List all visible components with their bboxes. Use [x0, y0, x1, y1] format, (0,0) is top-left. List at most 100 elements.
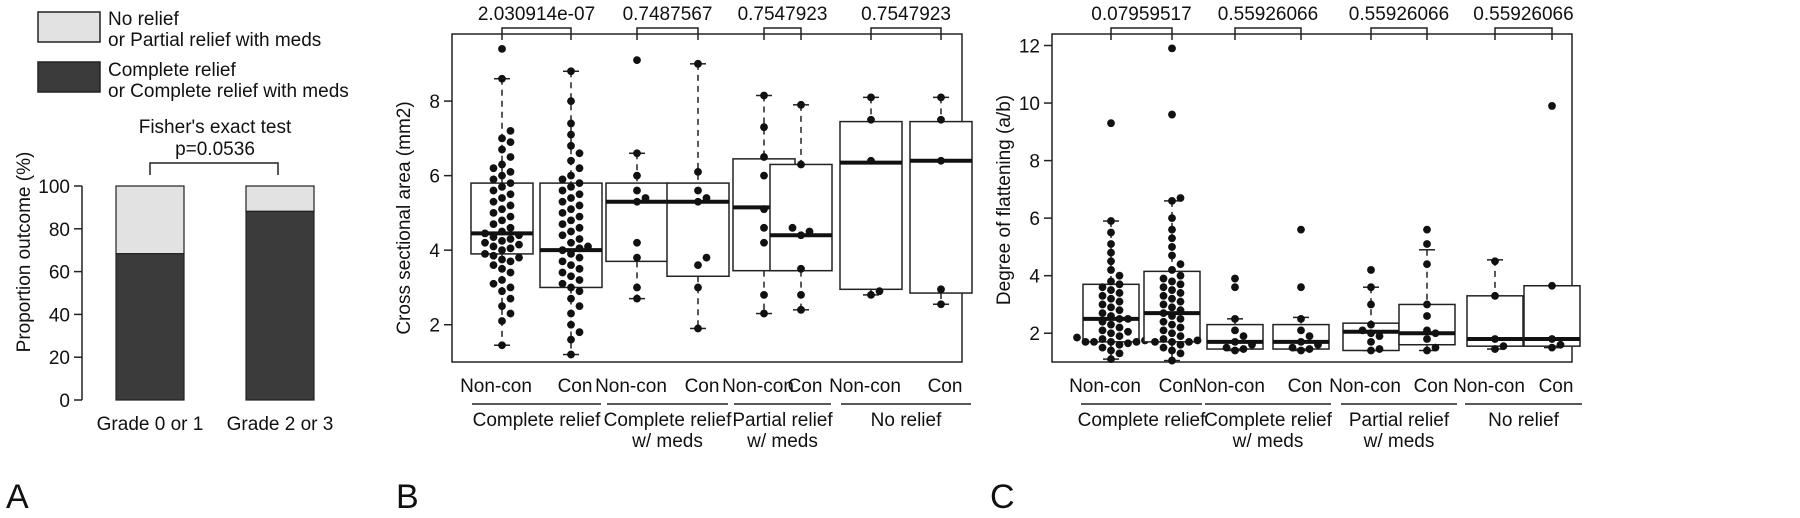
data-point: [760, 153, 768, 161]
data-point: [558, 279, 567, 288]
data-point: [567, 350, 575, 359]
data-point: [489, 164, 498, 173]
legend-swatch-no-relief: [37, 11, 101, 43]
y-tick-label: 12: [1019, 37, 1040, 58]
data-point: [1159, 274, 1168, 283]
data-point: [1367, 283, 1375, 292]
data-point: [1231, 326, 1239, 335]
data-point: [506, 168, 515, 176]
x-sub-label: Non-con: [1193, 376, 1265, 397]
data-point: [1098, 300, 1107, 309]
data-point: [1231, 314, 1239, 323]
data-point: [567, 216, 575, 225]
x-sub-label: Con: [1539, 376, 1574, 397]
y-tick-label: 8: [1029, 152, 1040, 173]
data-point: [633, 238, 641, 247]
data-point: [489, 261, 498, 269]
data-point: [1367, 266, 1375, 274]
data-point: [567, 97, 575, 105]
data-point: [1081, 337, 1090, 346]
x-sub-label: Con: [1414, 376, 1449, 397]
data-point: [1491, 291, 1499, 300]
data-point: [1098, 309, 1107, 317]
box: [769, 163, 833, 272]
data-point: [1159, 335, 1168, 343]
data-point: [567, 335, 575, 344]
data-point: [1159, 291, 1168, 300]
data-point: [567, 227, 575, 236]
data-point: [1090, 337, 1098, 346]
data-point: [694, 59, 702, 68]
data-point: [1151, 337, 1159, 346]
data-point: [575, 190, 584, 199]
data-point: [1168, 243, 1176, 251]
data-point: [1314, 340, 1322, 349]
data-point: [1423, 225, 1431, 234]
data-point: [937, 115, 945, 124]
legend-label-complete-relief-line2: or Complete relief with meds: [108, 81, 349, 102]
data-point: [506, 244, 515, 253]
data-point: [1168, 277, 1176, 286]
data-point: [633, 171, 641, 180]
p-value-label: p=0.0536: [175, 139, 255, 160]
data-point: [575, 328, 584, 337]
data-point: [567, 309, 575, 318]
data-point: [1168, 337, 1176, 346]
data-point: [1168, 346, 1176, 355]
data-point: [1107, 355, 1115, 364]
data-point: [1176, 271, 1185, 280]
data-point: [694, 283, 702, 292]
data-point: [1168, 234, 1176, 243]
y-axis-label-c: Degree of flattening (a/b): [994, 95, 1015, 305]
y-tick-label: 2: [429, 316, 440, 337]
data-point: [760, 91, 768, 100]
data-point: [575, 235, 584, 243]
panel-label-a: A: [6, 478, 29, 516]
data-point: [1168, 225, 1176, 234]
data-point: [506, 153, 515, 161]
data-point: [498, 341, 506, 350]
bar-segment-no-relief: [245, 185, 315, 212]
data-point: [1423, 300, 1431, 309]
data-point: [575, 212, 584, 221]
data-point: [1098, 283, 1107, 292]
y-tick-label: 4: [1029, 267, 1040, 288]
data-point: [1115, 271, 1124, 280]
p-value-bracket: [636, 27, 699, 40]
legend-label-complete-relief-line1: Complete relief: [108, 60, 236, 81]
data-point: [1115, 297, 1124, 306]
p-value-bracket: [1494, 27, 1553, 40]
data-point: [506, 201, 515, 210]
x-sub-label: Con: [1288, 376, 1323, 397]
data-point: [1124, 314, 1132, 323]
data-point: [1168, 251, 1176, 260]
data-point: [1176, 280, 1185, 289]
data-point: [694, 186, 702, 195]
x-sub-label: Non-con: [1069, 376, 1141, 397]
data-point: [567, 238, 575, 247]
data-point: [1107, 286, 1115, 294]
data-point: [1107, 217, 1115, 225]
data-point: [1176, 349, 1185, 358]
panel-label-b: B: [396, 478, 419, 516]
data-point: [1367, 300, 1375, 309]
data-point: [1115, 280, 1124, 289]
group-label: No relief: [1488, 410, 1559, 431]
data-point: [584, 242, 592, 251]
y-tick-label-a: 0: [59, 391, 70, 412]
y-tick-label-a: 20: [49, 348, 70, 369]
data-point: [515, 240, 523, 249]
y-tick-label-a: 40: [49, 305, 70, 326]
data-point: [498, 160, 506, 169]
data-point: [558, 197, 567, 206]
data-point: [867, 156, 875, 165]
p-value-label: 0.7487567: [623, 4, 713, 25]
data-point: [1168, 303, 1176, 312]
data-point: [760, 171, 768, 180]
data-point: [1491, 335, 1499, 343]
data-point: [1548, 281, 1556, 290]
data-point: [788, 223, 797, 232]
data-point: [1159, 283, 1168, 292]
data-point: [567, 67, 575, 76]
data-point: [575, 287, 584, 296]
